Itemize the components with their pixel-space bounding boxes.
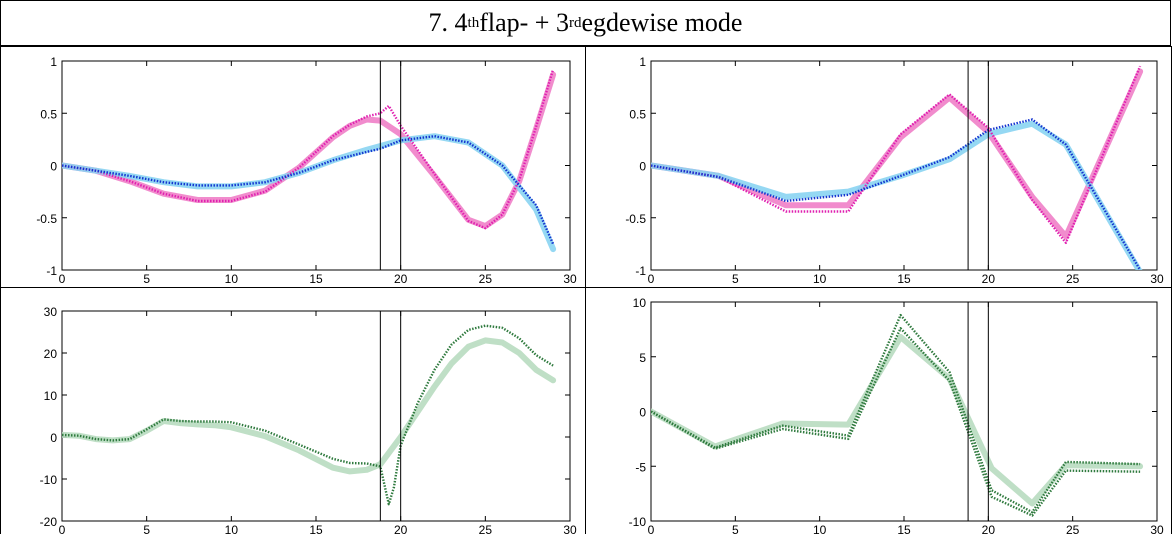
x-tick-label: 30: [563, 272, 577, 286]
y-tick-label: -10: [40, 473, 58, 487]
x-tick-label: 10: [813, 272, 827, 286]
y-tick-label: 1: [639, 55, 646, 69]
x-tick-label: 25: [479, 272, 493, 286]
x-tick-label: 20: [394, 272, 408, 286]
axes-box: [650, 301, 1158, 522]
plot-area: [62, 61, 557, 270]
series-line-light_green-thick: [651, 334, 1144, 507]
x-tick-label: 5: [732, 523, 739, 534]
x-tick-label: 20: [982, 523, 996, 534]
y-tick-label: 5: [639, 351, 646, 365]
series-line-magenta-dotted: [651, 65, 1142, 245]
y-tick-label: 20: [44, 347, 58, 361]
series-line-blue-dotted: [651, 118, 1142, 270]
series-line-light_blue-thick: [651, 120, 1143, 270]
x-tick-label: 10: [813, 523, 827, 534]
y-tick-label: 0.5: [629, 107, 646, 121]
y-tick-label: -1: [635, 264, 646, 278]
chart-bottom-right: 0 5 10 15 20 25 30 -10 -5 0 5 10: [629, 296, 1164, 534]
series-line-dark_green-dotted: [651, 313, 1141, 514]
title-prefix: 7. 4: [428, 8, 468, 37]
x-tick-label: 0: [648, 272, 655, 286]
y-tick-label: -0.5: [625, 212, 646, 226]
y-tick-label: 1: [50, 55, 57, 69]
x-tick-label: 5: [143, 272, 150, 286]
chart-top-right: 0 5 10 15 20 25 30 -1 -0.5 0 0.5 1: [625, 55, 1164, 286]
x-tick-label: 15: [309, 272, 323, 286]
table-cell-border: [585, 287, 1172, 534]
title-suffix: egdewise mode: [581, 8, 743, 37]
x-tick-label: 0: [59, 523, 66, 534]
x-tick-label: 5: [732, 272, 739, 286]
axes-box: [650, 60, 1158, 271]
x-tick-label: 15: [309, 523, 323, 534]
x-tick-label: 5: [143, 523, 150, 534]
series-line-dark_green-dotted: [62, 324, 554, 506]
x-tick-label: 10: [225, 523, 239, 534]
x-tick-label: 30: [563, 523, 577, 534]
x-tick-label: 20: [982, 272, 996, 286]
plot-area: [651, 302, 1144, 521]
x-tick-label: 20: [394, 523, 408, 534]
y-tick-label: -0.5: [36, 212, 57, 226]
y-tick-label: 0: [50, 160, 57, 174]
x-tick-label: 15: [897, 272, 911, 286]
series-line-light_magenta-thick: [651, 68, 1144, 240]
y-tick-label: -5: [635, 460, 646, 474]
series-line-blue-dotted: [62, 134, 555, 245]
axes-box: [61, 310, 571, 522]
y-tick-label: 10: [44, 389, 58, 403]
y-tick-label: 10: [633, 296, 647, 310]
y-tick-label: -10: [629, 515, 647, 529]
x-tick-label: 0: [59, 272, 66, 286]
y-tick-label: -20: [40, 515, 58, 529]
x-tick-label: 0: [648, 523, 655, 534]
chart-top-left: 0 5 10 15 20 25 30 -1 -0.5 0 0.5 1: [36, 55, 577, 286]
x-tick-label: 30: [1150, 272, 1164, 286]
series-line-light_green-thick: [62, 337, 557, 475]
y-tick-label: -1: [46, 264, 57, 278]
series-line-dark_green-dotted: [651, 327, 1141, 517]
y-tick-label: 0: [639, 160, 646, 174]
series-line-magenta-dotted: [62, 69, 555, 230]
x-tick-label: 25: [1066, 272, 1080, 286]
y-tick-label: 0: [50, 431, 57, 445]
y-tick-label: 30: [44, 305, 58, 319]
x-tick-label: 10: [225, 272, 239, 286]
x-tick-label: 25: [479, 523, 493, 534]
y-tick-label: 0.5: [40, 107, 57, 121]
y-tick-label: 0: [639, 406, 646, 420]
plot-area: [651, 61, 1144, 270]
plot-area: [62, 311, 557, 521]
chart-bottom-left: 0 5 10 15 20 25 30 -20 -10 0 10 20 30: [40, 305, 577, 534]
x-tick-label: 30: [1150, 523, 1164, 534]
x-tick-label: 25: [1066, 523, 1080, 534]
x-tick-label: 15: [897, 523, 911, 534]
title-middle: flap- + 3: [479, 8, 569, 37]
